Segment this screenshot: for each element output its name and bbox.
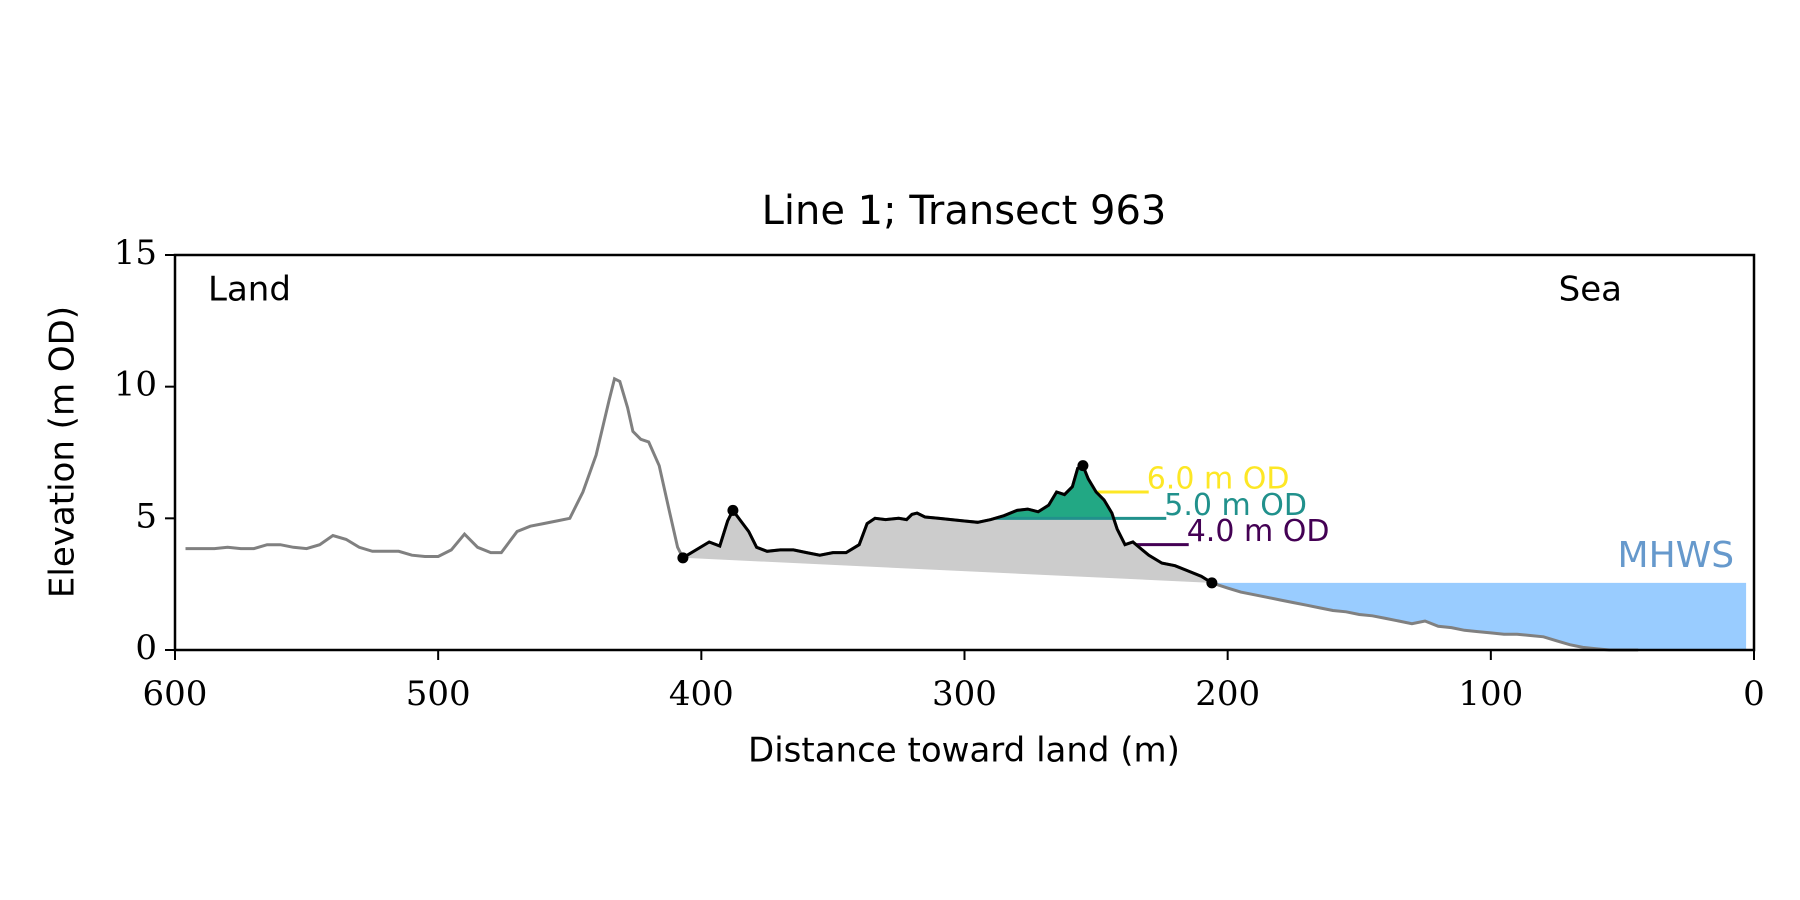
y-tick-label: 15 [114,233,157,273]
mhws-fill [1211,582,1747,650]
marker [677,552,689,564]
x-tick-label: 500 [406,674,471,714]
dune-fill [682,465,1212,583]
dune-line [682,463,1213,585]
land-label: Land [208,270,291,310]
y-axis-label: Elevation (m OD) [43,306,83,598]
marker [1077,460,1089,472]
x-tick-label: 100 [1458,674,1523,714]
x-tick-label: 0 [1743,674,1765,714]
x-tick-label: 200 [1195,674,1260,714]
y-tick-label: 10 [114,365,157,405]
y-tick-label: 5 [135,496,157,536]
x-tick-label: 400 [669,674,734,714]
level-label: 6.0 m OD [1147,462,1290,497]
x-tick-label: 300 [932,674,997,714]
marker [727,504,739,516]
level-label: 4.0 m OD [1187,514,1330,549]
level-label: 5.0 m OD [1164,488,1307,523]
mhws-label: MHWS [1618,535,1735,576]
chart-title: Line 1; Transect 963 [762,188,1167,234]
level-fill [995,465,1114,519]
sea-label: Sea [1559,270,1622,310]
x-tick-label: 600 [143,674,208,714]
marker [1206,577,1218,589]
x-axis-label: Distance toward land (m) [748,731,1180,771]
y-tick-label: 0 [135,628,157,668]
